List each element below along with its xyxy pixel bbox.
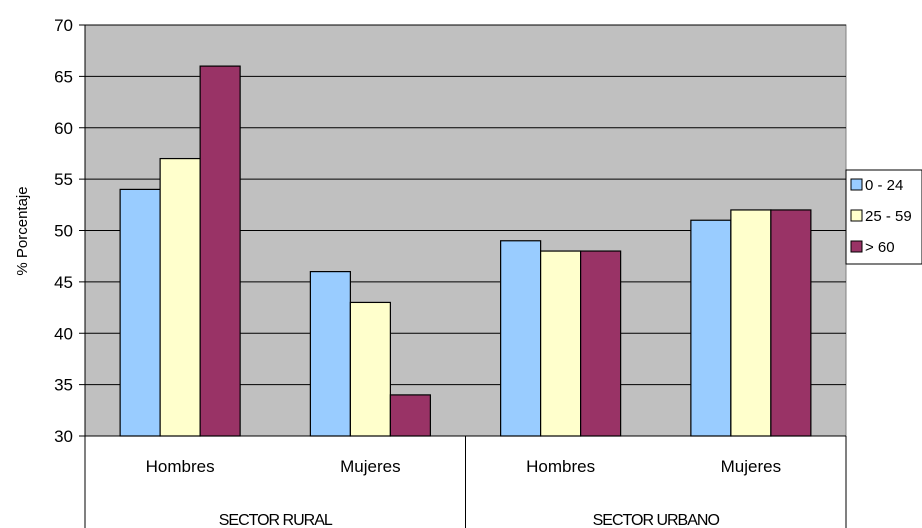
y-tick-label: 60 bbox=[54, 119, 73, 138]
y-tick-label: 50 bbox=[54, 222, 73, 241]
bar-2559-0 bbox=[159, 157, 201, 437]
y-tick-label: 45 bbox=[54, 273, 73, 292]
x-category-label: Mujeres bbox=[340, 457, 400, 476]
bar-2559-3 bbox=[730, 209, 772, 437]
y-tick-label: 55 bbox=[54, 170, 73, 189]
x-group-label: SECTOR URBANO bbox=[593, 512, 720, 528]
legend-swatch bbox=[850, 178, 863, 191]
y-tick-label: 35 bbox=[54, 376, 73, 395]
bar-2559-1 bbox=[349, 301, 391, 437]
bar-60-3 bbox=[770, 209, 812, 437]
axes bbox=[79, 24, 847, 528]
bar-024-0 bbox=[119, 188, 161, 437]
y-axis-label: % Porcentaje bbox=[14, 186, 31, 275]
legend-label: 25 - 59 bbox=[865, 208, 912, 225]
x-category-labels: Hombres Mujeres Hombres Mujeres SECTOR RURAL… bbox=[146, 457, 781, 528]
bar-2559-2 bbox=[540, 250, 582, 437]
y-tick-label: 30 bbox=[54, 427, 73, 446]
bar-024-3 bbox=[690, 219, 732, 437]
y-tick-label: 65 bbox=[54, 67, 73, 86]
bar-60-2 bbox=[580, 250, 622, 437]
bar-60-1 bbox=[389, 394, 431, 437]
y-tick-labels: 30 35 40 45 50 55 60 65 70 bbox=[54, 16, 73, 446]
legend-label: > 60 bbox=[865, 239, 895, 256]
legend-label: 0 - 24 bbox=[865, 177, 903, 194]
bar-024-1 bbox=[309, 271, 351, 437]
y-tick-label: 40 bbox=[54, 324, 73, 343]
bar-60-0 bbox=[199, 65, 241, 437]
legend-swatch bbox=[850, 240, 863, 253]
bar-024-2 bbox=[500, 240, 542, 437]
x-category-label: Hombres bbox=[526, 457, 595, 476]
legend-swatch bbox=[850, 209, 863, 222]
bars bbox=[119, 65, 812, 437]
x-category-label: Hombres bbox=[146, 457, 215, 476]
x-group-label: SECTOR RURAL bbox=[219, 512, 333, 528]
legend: 0 - 24 25 - 59 > 60 bbox=[845, 169, 922, 265]
x-category-label: Mujeres bbox=[721, 457, 781, 476]
y-tick-label: 70 bbox=[54, 16, 73, 35]
